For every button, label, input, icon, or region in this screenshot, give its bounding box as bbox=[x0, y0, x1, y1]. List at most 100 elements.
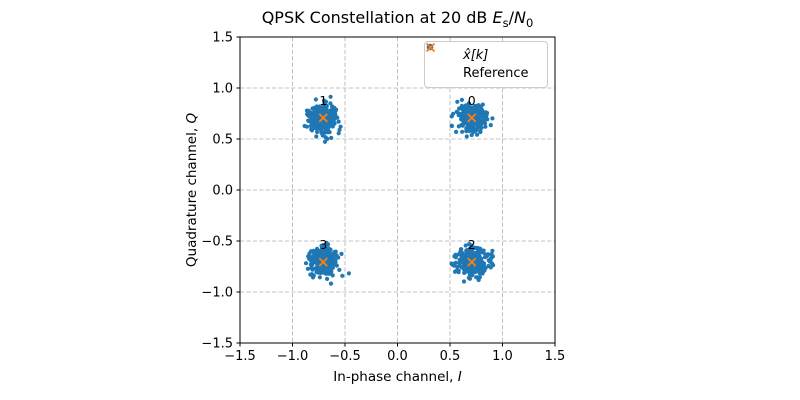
data-point bbox=[483, 124, 488, 129]
data-point bbox=[472, 266, 477, 271]
data-point bbox=[477, 275, 482, 280]
data-point bbox=[462, 109, 467, 114]
data-point bbox=[467, 105, 472, 110]
y-tick-label: −0.5 bbox=[201, 235, 233, 250]
data-point bbox=[316, 107, 321, 112]
chart-title-es-var: E bbox=[492, 8, 503, 27]
data-point bbox=[456, 124, 461, 129]
y-axis-label-text: Quadrature channel, bbox=[184, 123, 200, 268]
data-point bbox=[320, 243, 325, 248]
data-point bbox=[328, 267, 333, 272]
y-axis-label: Quadrature channel, Q bbox=[184, 113, 200, 267]
data-point bbox=[469, 256, 474, 261]
data-point bbox=[481, 115, 486, 120]
data-point bbox=[462, 268, 467, 273]
data-point bbox=[463, 117, 468, 122]
data-point bbox=[464, 134, 469, 139]
x-tick-label: 1.0 bbox=[492, 349, 513, 364]
data-point bbox=[337, 267, 342, 272]
x-tick-label: 1.5 bbox=[545, 349, 566, 364]
data-point bbox=[336, 119, 341, 124]
data-point bbox=[479, 125, 484, 130]
data-point bbox=[453, 255, 458, 260]
data-point bbox=[449, 123, 454, 128]
cluster-label: 3 bbox=[319, 237, 327, 252]
data-point bbox=[323, 247, 328, 252]
data-point bbox=[451, 111, 456, 116]
reference-marker bbox=[318, 113, 328, 123]
data-point bbox=[329, 123, 334, 128]
data-point bbox=[308, 262, 313, 267]
chart-title-slash: / bbox=[508, 8, 514, 27]
data-point bbox=[460, 129, 465, 134]
reference-marker bbox=[318, 257, 328, 267]
data-point bbox=[304, 108, 310, 113]
data-point bbox=[305, 266, 310, 271]
chart-title: QPSK Constellation at 20 dB Es/N0 bbox=[240, 8, 555, 30]
data-point bbox=[470, 269, 475, 274]
data-point bbox=[459, 105, 464, 110]
data-point bbox=[466, 249, 471, 254]
data-point bbox=[325, 136, 330, 141]
legend-item-reference: Reference bbox=[425, 42, 539, 84]
data-point bbox=[325, 242, 331, 247]
x-axis-label-text: In-phase channel, bbox=[333, 369, 458, 385]
y-tick-label: 1.0 bbox=[212, 82, 233, 97]
data-point bbox=[329, 262, 334, 267]
legend-label-symbols: x̂[k] bbox=[463, 47, 489, 63]
data-point bbox=[314, 267, 319, 272]
data-point bbox=[340, 273, 345, 278]
data-point bbox=[325, 276, 330, 281]
data-point bbox=[332, 251, 337, 256]
data-point bbox=[477, 270, 482, 275]
data-point bbox=[460, 259, 465, 264]
x-tick-label: 0.5 bbox=[440, 349, 461, 364]
data-point bbox=[314, 251, 319, 256]
data-point bbox=[488, 123, 493, 128]
y-tick-label: −1.5 bbox=[201, 337, 233, 352]
y-tick-label: 1.5 bbox=[212, 31, 233, 46]
data-point bbox=[322, 124, 328, 129]
data-point bbox=[346, 271, 351, 276]
data-point bbox=[307, 256, 312, 261]
chart-title-es-sub: s bbox=[502, 16, 509, 31]
data-point bbox=[329, 135, 334, 140]
chart-title-n-var: N bbox=[514, 8, 526, 27]
cluster-label: 2 bbox=[468, 237, 476, 252]
points-layer bbox=[302, 94, 496, 286]
chart-title-text: QPSK Constellation at 20 dB bbox=[261, 8, 493, 27]
y-tick-label: 0.5 bbox=[212, 133, 233, 148]
data-point bbox=[473, 128, 478, 133]
data-point bbox=[308, 117, 313, 122]
data-point bbox=[464, 103, 469, 108]
data-point bbox=[313, 119, 318, 124]
data-point bbox=[455, 99, 460, 104]
data-point bbox=[478, 263, 483, 268]
data-point bbox=[310, 106, 315, 111]
cluster-label: 0 bbox=[468, 93, 476, 108]
reference-marker bbox=[467, 113, 477, 123]
data-point bbox=[461, 279, 467, 284]
data-point bbox=[339, 251, 344, 256]
data-point bbox=[488, 257, 493, 263]
data-point bbox=[320, 250, 325, 255]
legend-item-symbols: x̂[k] bbox=[426, 43, 539, 65]
data-point bbox=[337, 127, 342, 132]
data-point bbox=[318, 126, 323, 131]
data-point bbox=[320, 133, 325, 138]
y-tick-label: 0.0 bbox=[212, 184, 233, 199]
data-point bbox=[469, 244, 474, 249]
data-point bbox=[450, 262, 455, 267]
data-point bbox=[474, 275, 479, 280]
data-point bbox=[490, 116, 495, 121]
data-point bbox=[321, 98, 327, 103]
data-point bbox=[488, 265, 493, 270]
x-tick-label: −1.0 bbox=[277, 349, 309, 364]
data-point bbox=[313, 97, 318, 102]
data-point bbox=[328, 281, 334, 286]
legend: x̂[k] Reference bbox=[424, 41, 548, 88]
legend-x-marker bbox=[425, 42, 436, 53]
data-point bbox=[303, 261, 309, 266]
